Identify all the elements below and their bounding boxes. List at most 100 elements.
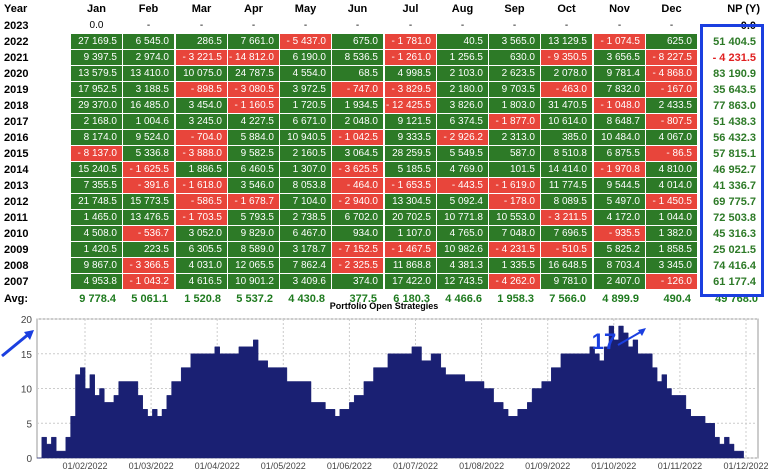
month-cell: - 8 137.0 [71, 146, 122, 161]
month-cell: 4 765.0 [437, 226, 488, 241]
month-cell: 1 004.6 [123, 114, 174, 129]
month-cell: 7 696.5 [541, 226, 592, 241]
month-cell: 630.0 [489, 50, 540, 65]
avg-value: 490.4 [663, 293, 691, 305]
month-cell: - 2 940.0 [332, 194, 383, 209]
month-cell: 13 410.0 [123, 66, 174, 81]
month-cell: 8 536.5 [332, 50, 383, 65]
month-cell: - 14 812.0 [228, 50, 279, 65]
avg-value: 1 958.3 [497, 293, 534, 305]
month-cell: 385.0 [541, 130, 592, 145]
month-cell: 1 107.0 [385, 226, 436, 241]
avg-label: Avg: [4, 293, 29, 305]
month-cell: 3 064.5 [332, 146, 383, 161]
x-tick-label: 01/12/2022 [723, 461, 768, 471]
month-cell: 1 858.5 [646, 242, 697, 257]
month-header-aug: Aug [451, 2, 474, 15]
month-cell: 4 067.0 [646, 130, 697, 145]
month-cell: - 3 625.5 [332, 162, 383, 177]
month-cell: - 536.7 [123, 226, 174, 241]
month-cell: 6 467.0 [280, 226, 331, 241]
month-header-oct: Oct [557, 2, 576, 15]
year-label: 2023 [4, 20, 29, 32]
month-cell: 2 974.0 [123, 50, 174, 65]
month-cell: - 8 227.5 [646, 50, 697, 65]
month-cell: 13 129.5 [541, 34, 592, 49]
x-tick-label: 01/02/2022 [62, 461, 107, 471]
month-cell: 5 497.0 [594, 194, 645, 209]
month-cell: - 1 074.5 [594, 34, 645, 49]
month-cell: 1 465.0 [71, 210, 122, 225]
x-tick-label: 01/10/2022 [591, 461, 636, 471]
x-tick-label: 01/08/2022 [459, 461, 504, 471]
np-value: 45 316.3 [713, 227, 756, 240]
month-cell: - 1 618.0 [176, 178, 227, 193]
month-cell: 9 867.0 [71, 258, 122, 273]
avg-value: 1 520.8 [184, 293, 221, 305]
month-cell: - 1 619.0 [489, 178, 540, 193]
month-cell: 11 868.8 [385, 258, 436, 273]
month-cell: - [437, 18, 488, 33]
month-cell: 9 582.5 [228, 146, 279, 161]
month-cell: 4 381.3 [437, 258, 488, 273]
month-cell: 15 773.5 [123, 194, 174, 209]
np-value: 46 952.7 [713, 163, 756, 176]
year-label: 2011 [4, 212, 28, 224]
month-cell: - 1 678.7 [228, 194, 279, 209]
y-tick-label: 0 [26, 454, 32, 465]
month-cell: 4 227.5 [228, 114, 279, 129]
year-label: 2014 [4, 164, 29, 176]
month-cell: 2 433.5 [646, 98, 697, 113]
month-cell: 4 172.0 [594, 210, 645, 225]
month-header-apr: Apr [244, 2, 263, 15]
month-cell: 1 382.0 [646, 226, 697, 241]
month-cell: 10 075.0 [176, 66, 227, 81]
month-cell: 10 614.0 [541, 114, 592, 129]
month-header-feb: Feb [138, 2, 159, 15]
np-highlight-box [700, 24, 764, 297]
month-cell: 3 972.5 [280, 82, 331, 97]
month-header-may: May [294, 2, 317, 15]
month-cell: - 443.5 [437, 178, 488, 193]
month-cell: 6 460.5 [228, 162, 279, 177]
month-cell: 28 259.5 [385, 146, 436, 161]
np-value: 74 416.4 [713, 259, 756, 272]
month-cell: - [228, 18, 279, 33]
month-cell: 625.0 [646, 34, 697, 49]
month-cell: 223.5 [123, 242, 174, 257]
month-cell: - 935.5 [594, 226, 645, 241]
month-cell: 3 565.0 [489, 34, 540, 49]
year-label: 2009 [4, 244, 29, 256]
month-cell: 2 180.0 [437, 82, 488, 97]
month-cell: 10 940.5 [280, 130, 331, 145]
year-label: 2015 [4, 148, 29, 160]
year-header: Year [4, 2, 28, 15]
month-cell: - 747.0 [332, 82, 383, 97]
month-cell: 4 031.0 [176, 258, 227, 273]
month-cell: - [385, 18, 436, 33]
month-cell: 15 240.5 [71, 162, 122, 177]
month-cell: 6 702.0 [332, 210, 383, 225]
month-cell: 10 484.0 [594, 130, 645, 145]
month-cell: 374.0 [332, 274, 383, 289]
open-strategies-chart: 0 5 10 15 20 01/02/2022 01/03/2022 01/04/2022 01… [1, 315, 768, 471]
month-cell: 1 803.0 [489, 98, 540, 113]
np-value: 69 775.7 [713, 195, 756, 208]
month-cell: 1 335.5 [489, 258, 540, 273]
month-cell: - 1 653.5 [385, 178, 436, 193]
month-cell: 10 553.0 [489, 210, 540, 225]
month-cell: 675.0 [332, 34, 383, 49]
month-cell: 10 901.2 [228, 274, 279, 289]
month-cell: 4 554.0 [280, 66, 331, 81]
month-cell: 3 454.0 [176, 98, 227, 113]
month-cell: 9 829.0 [228, 226, 279, 241]
month-cell: 2 313.0 [489, 130, 540, 145]
month-cell: - 7 152.5 [332, 242, 383, 257]
month-cell: 8 589.0 [228, 242, 279, 257]
x-tick-label: 01/03/2022 [129, 461, 174, 471]
month-cell: - 2 926.2 [437, 130, 488, 145]
avg-value: 4 430.8 [288, 293, 325, 305]
month-cell: 68.5 [332, 66, 383, 81]
month-cell: - [280, 18, 331, 33]
month-cell: 9 333.5 [385, 130, 436, 145]
